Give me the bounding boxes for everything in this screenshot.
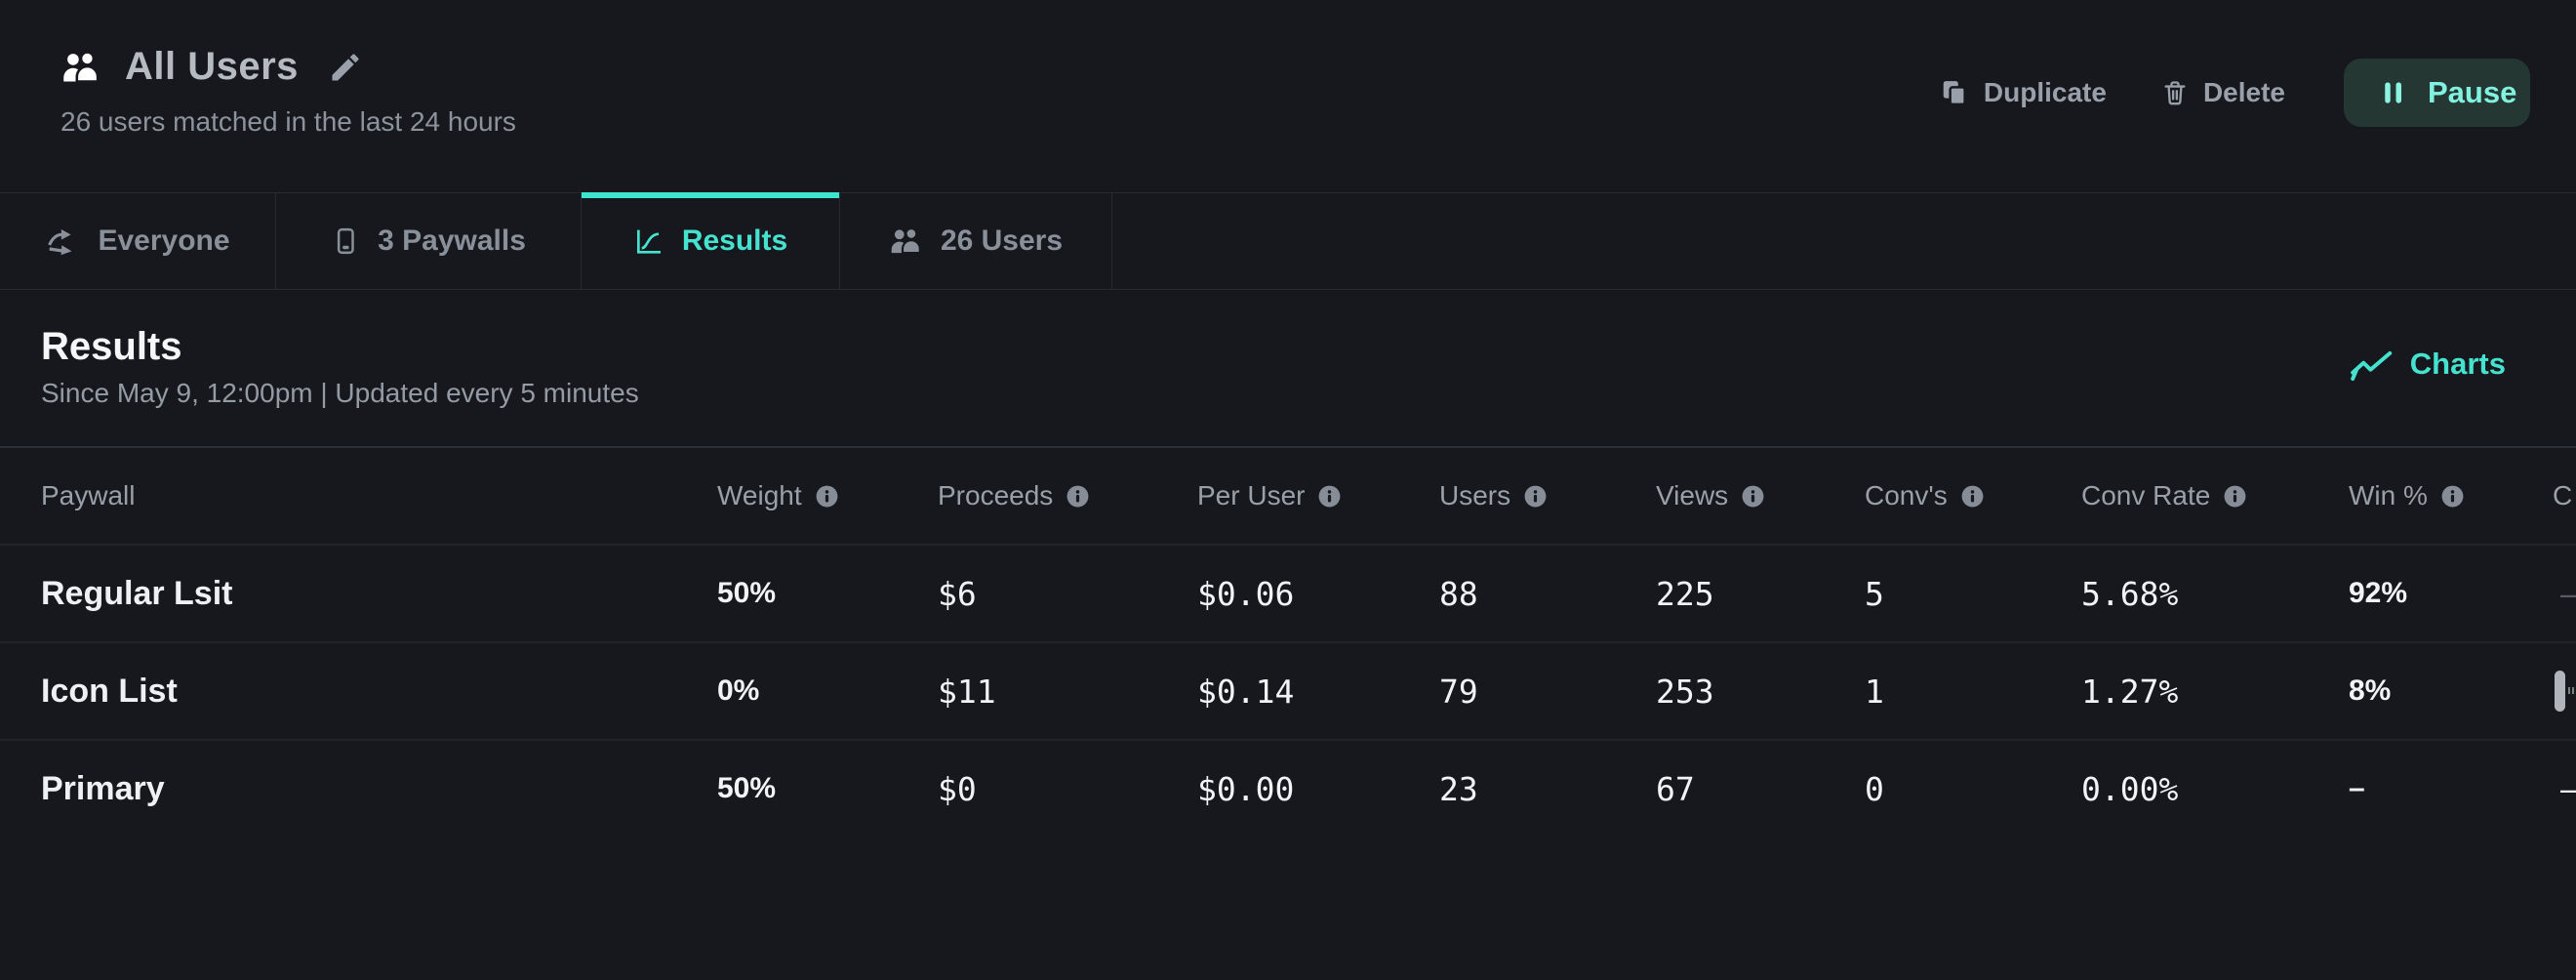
pause-label: Pause (2428, 75, 2517, 109)
info-icon[interactable] (1960, 484, 1985, 509)
matched-users-subtitle: 26 users matched in the last 24 hours (60, 106, 516, 137)
col-header-paywall: Paywall (41, 480, 136, 510)
per-user-value: $0.00 (1197, 769, 1295, 808)
conv-rate-value: 0.00% (2081, 769, 2179, 808)
edit-pencil-icon[interactable] (328, 50, 363, 85)
tab-everyone[interactable]: Everyone (0, 193, 276, 289)
branch-arrows-icon (45, 225, 80, 257)
views-value: 67 (1656, 769, 1695, 808)
tab-everyone-label: Everyone (98, 225, 230, 257)
info-icon[interactable] (1523, 484, 1548, 509)
paywall-name: Primary (41, 769, 165, 807)
chart-curve-icon (633, 225, 664, 257)
weight-value: 0% (717, 674, 760, 707)
tab-paywalls[interactable]: 3 Paywalls (276, 193, 582, 289)
info-icon[interactable] (1317, 484, 1342, 509)
duplicate-label: Duplicate (1983, 77, 2107, 107)
page-title: All Users (125, 45, 299, 88)
proceeds-value: $6 (938, 574, 977, 613)
line-chart-icon (2350, 347, 2395, 382)
info-icon[interactable] (815, 484, 839, 509)
proceeds-value: $11 (938, 672, 996, 711)
info-icon[interactable] (2223, 484, 2247, 509)
delete-button[interactable]: Delete (2161, 77, 2285, 108)
people-icon (60, 50, 101, 85)
tab-users-label: 26 Users (940, 225, 1064, 257)
col-header-users: Users (1439, 480, 1656, 511)
thumbnail-pill (2553, 671, 2576, 712)
table-row: Regular Lsit 50% $6 $0.06 88 225 5 5.68%… (0, 544, 2576, 641)
table-header-row: Paywall Weight Proceeds Per User Users V… (0, 446, 2576, 544)
proceeds-value: $0 (938, 769, 977, 808)
views-value: 225 (1656, 574, 1714, 613)
tab-results[interactable]: Results (582, 192, 840, 289)
col-header-weight: Weight (717, 480, 938, 511)
paywall-name: Icon List (41, 672, 178, 710)
page-header: All Users 26 users matched in the last 2… (0, 0, 2576, 192)
weight-value: 50% (717, 772, 777, 804)
phone-icon (331, 225, 360, 257)
col-header-conv-rate: Conv Rate (2081, 480, 2349, 511)
convs-value: 5 (1865, 574, 1884, 613)
header-actions: Duplicate Delete Pause (1940, 59, 2530, 127)
pause-button[interactable]: Pause (2344, 59, 2530, 127)
title-block: All Users 26 users matched in the last 2… (60, 45, 516, 138)
people-icon (889, 226, 923, 256)
table-row: Primary 50% $0 $0.00 23 67 0 0.00% – – (0, 739, 2576, 837)
win-value: – (2349, 772, 2365, 804)
win-value: 92% (2349, 577, 2408, 609)
users-value: 79 (1439, 672, 1478, 711)
tab-bar: Everyone 3 Paywalls Results (0, 192, 2576, 290)
conv-rate-value: 5.68% (2081, 574, 2179, 613)
results-table: Paywall Weight Proceeds Per User Users V… (0, 446, 2576, 837)
col-header-proceeds: Proceeds (938, 480, 1197, 511)
charts-label: Charts (2409, 347, 2506, 381)
paywall-name: Regular Lsit (41, 574, 233, 612)
results-subheading: Since May 9, 12:00pm | Updated every 5 m… (41, 378, 639, 408)
col-header-win: Win % (2349, 480, 2553, 511)
info-icon[interactable] (1066, 484, 1090, 509)
edge-value: – (2553, 575, 2576, 613)
pause-icon (2381, 78, 2406, 107)
col-header-convs: Conv's (1865, 480, 2081, 511)
info-icon[interactable] (1741, 484, 1765, 509)
trash-icon (2161, 78, 2189, 107)
weight-value: 50% (717, 577, 777, 609)
convs-value: 1 (1865, 672, 1884, 711)
conv-rate-value: 1.27% (2081, 672, 2179, 711)
edge-value: – (2553, 770, 2576, 808)
users-value: 88 (1439, 574, 1478, 613)
users-value: 23 (1439, 769, 1478, 808)
info-icon[interactable] (2440, 484, 2465, 509)
win-value: 8% (2349, 674, 2392, 707)
results-section-header: Results Since May 9, 12:00pm | Updated e… (0, 290, 2576, 446)
tab-paywalls-label: 3 Paywalls (378, 225, 526, 257)
charts-button[interactable]: Charts (2350, 347, 2506, 382)
table-row: Icon List 0% $11 $0.14 79 253 1 1.27% 8% (0, 641, 2576, 739)
col-header-views: Views (1656, 480, 1865, 511)
views-value: 253 (1656, 672, 1714, 711)
col-header-per-user: Per User (1197, 480, 1439, 511)
delete-label: Delete (2202, 77, 2285, 107)
duplicate-icon (1940, 78, 1969, 107)
tab-users[interactable]: 26 Users (840, 193, 1112, 289)
results-heading: Results (41, 325, 182, 368)
col-header-cut: C (2553, 480, 2573, 510)
tab-results-label: Results (681, 225, 788, 257)
per-user-value: $0.14 (1197, 672, 1295, 711)
duplicate-button[interactable]: Duplicate (1940, 77, 2107, 108)
per-user-value: $0.06 (1197, 574, 1295, 613)
convs-value: 0 (1865, 769, 1884, 808)
